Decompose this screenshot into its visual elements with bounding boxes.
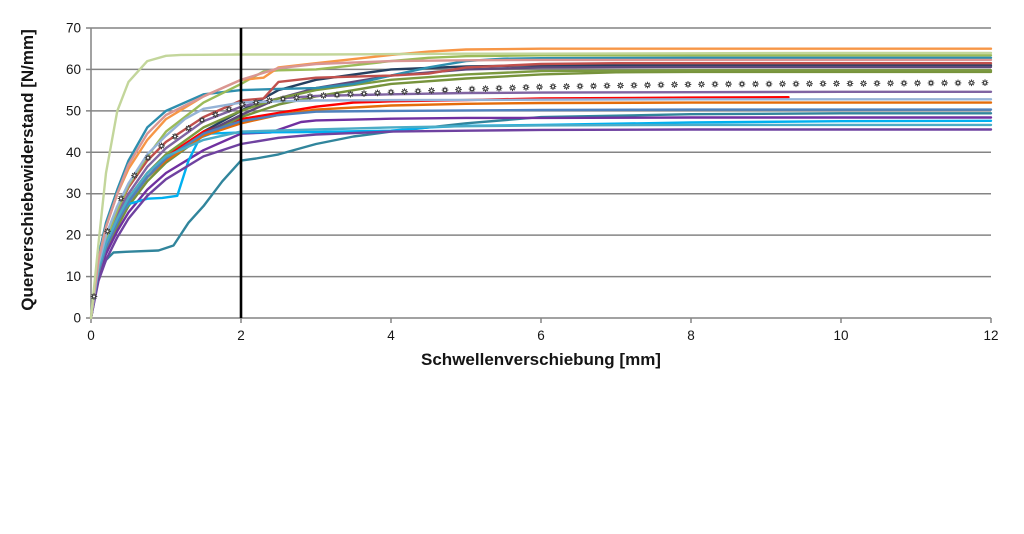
x-tick-label: 8 (687, 328, 695, 343)
y-tick-label: 30 (66, 186, 81, 201)
y-tick-label: 0 (73, 311, 81, 326)
tick-labels: 0 10 20 30 40 50 60 70 0 2 4 6 8 10 12 (66, 21, 999, 344)
x-tick-label: 4 (387, 328, 395, 343)
series-line (89, 108, 993, 320)
series-line (89, 119, 993, 320)
series-line (89, 51, 993, 320)
x-tick-label: 12 (983, 328, 998, 343)
x-axis-title: Schwellenverschiebung [mm] (421, 350, 661, 369)
series-line (89, 70, 993, 320)
y-tick-label: 60 (66, 62, 81, 77)
y-axis-title: Querverschiebewiderstand [N/mm] (18, 29, 37, 311)
x-tick-label: 2 (237, 328, 245, 343)
mean-markers (90, 79, 989, 300)
series-line (89, 56, 993, 320)
chart-legend: Schwelle 1Schwelle 2Schwelle 3Schwelle 4… (0, 382, 1024, 534)
x-tick-label: 6 (537, 328, 545, 343)
series-line (89, 98, 993, 320)
chart-svg: 0 10 20 30 40 50 60 70 0 2 4 6 8 10 12 (66, 21, 999, 344)
x-tick-label: 10 (833, 328, 848, 343)
y-tick-label: 70 (66, 21, 81, 36)
series-line (89, 116, 993, 320)
series-line (89, 128, 993, 320)
x-tick-label: 0 (87, 328, 95, 343)
y-tick-label: 40 (66, 145, 81, 160)
y-tick-label: 20 (66, 228, 81, 243)
chart-area: 0 10 20 30 40 50 60 70 0 2 4 6 8 10 12 Querverschiebew… (18, 21, 999, 370)
series-line (89, 123, 993, 320)
y-tick-label: 50 (66, 103, 81, 118)
series-line (89, 112, 993, 320)
series-line (89, 54, 993, 320)
y-tick-label: 10 (66, 269, 81, 284)
